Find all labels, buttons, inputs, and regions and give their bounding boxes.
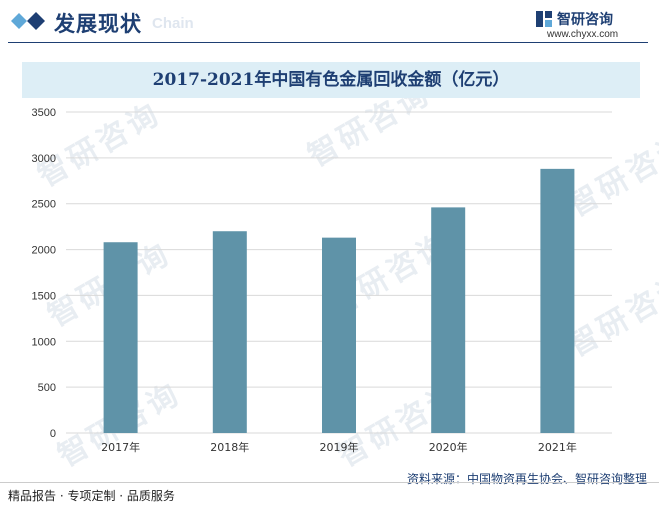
section-title: 发展现状 [54, 12, 142, 36]
footer-divider [0, 482, 659, 483]
x-tick-label: 2019年 [320, 440, 359, 454]
brand-name: 智研咨询 [557, 12, 613, 28]
chart-title-band: 2017-2021年中国有色金属回收金额（亿元） [22, 62, 640, 98]
source-note: 资料来源：中国物资再生协会、智研咨询整理 [406, 472, 647, 486]
y-tick-label: 1000 [32, 336, 56, 348]
diamond-icon [10, 12, 45, 30]
footer-tagline: 精品报告 · 专项定制 · 品质服务 [8, 489, 175, 503]
bar [540, 168, 575, 433]
y-tick-label: 1500 [32, 290, 56, 302]
bar [103, 242, 138, 433]
x-tick-label: 2021年 [538, 440, 577, 454]
header: 发展现状 Chain 智研咨询 www.chyxx.com [0, 0, 659, 46]
y-tick-label: 500 [38, 382, 56, 394]
header-divider [8, 42, 648, 43]
x-tick-label: 2017年 [101, 440, 140, 454]
y-tick-label: 0 [50, 428, 56, 440]
bar [322, 237, 356, 433]
bar [431, 207, 466, 433]
bar [212, 231, 247, 433]
y-tick-label: 3000 [32, 153, 56, 165]
bar-chart: 0 500 1000 1500 2000 2500 3000 3500 2017年 2018年 20… [32, 107, 612, 454]
brand-block: 智研咨询 www.chyxx.com [535, 8, 645, 40]
chart-title: 2017-2021年中国有色金属回收金额（亿元） [152, 70, 510, 90]
section-subtitle: Chain [152, 15, 194, 32]
x-tick-label: 2020年 [429, 440, 468, 454]
x-tick-label: 2018年 [210, 440, 249, 454]
y-tick-label: 2000 [32, 245, 56, 257]
y-tick-label: 2500 [32, 199, 56, 211]
brand-url: www.chyxx.com [547, 29, 619, 40]
y-tick-label: 3500 [32, 107, 56, 119]
brand-logo-icon [535, 10, 553, 28]
